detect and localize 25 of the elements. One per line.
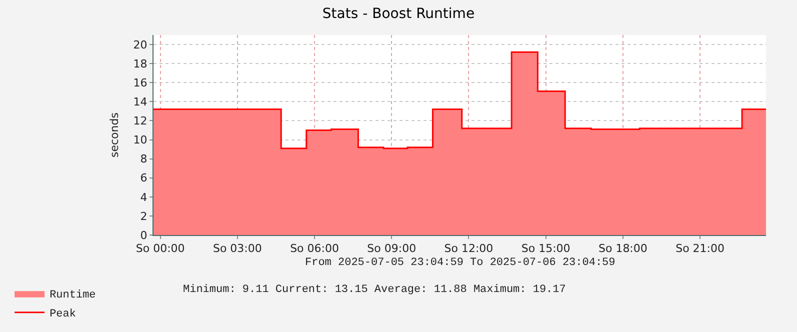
y-tick-label: 18 [133,57,148,70]
y-tick-label: 8 [140,152,148,166]
y-tick-label: 16 [133,76,148,90]
y-tick-label: 10 [133,134,148,147]
legend-label: Runtime [50,290,96,302]
y-tick-label: 20 [133,38,148,52]
y-tick-label: 14 [133,96,148,109]
x-tick-label: So 06:00 [290,242,339,256]
text: Minimum: 9.11 Current: 13.15 Average: 11.88 Maximum: 19.17 [183,284,566,296]
x-tick-label: So 09:00 [367,242,416,256]
x-tick-label: So 12:00 [444,242,494,256]
x-tick-label: So 00:00 [136,242,185,256]
text: From 2025-07-05 23:04:59 To 2025-07-06 23:04:59 [305,257,616,269]
y-tick-label: 4 [140,190,148,204]
y-axis-title: seconds [108,112,121,158]
y-tick-label: 2 [140,210,148,223]
legend-label: Peak [50,308,76,321]
x-tick-label: So 21:00 [676,242,724,256]
x-tick-label: So 15:00 [521,242,570,256]
x-tick-label: So 18:00 [598,242,648,256]
y-tick-label: 12 [133,114,148,128]
y-tick-label: 6 [140,172,148,185]
x-tick-label: So 03:00 [212,242,262,256]
chart-title: Stats - Boost Runtime [322,6,475,22]
y-tick-label: 0 [140,228,148,242]
